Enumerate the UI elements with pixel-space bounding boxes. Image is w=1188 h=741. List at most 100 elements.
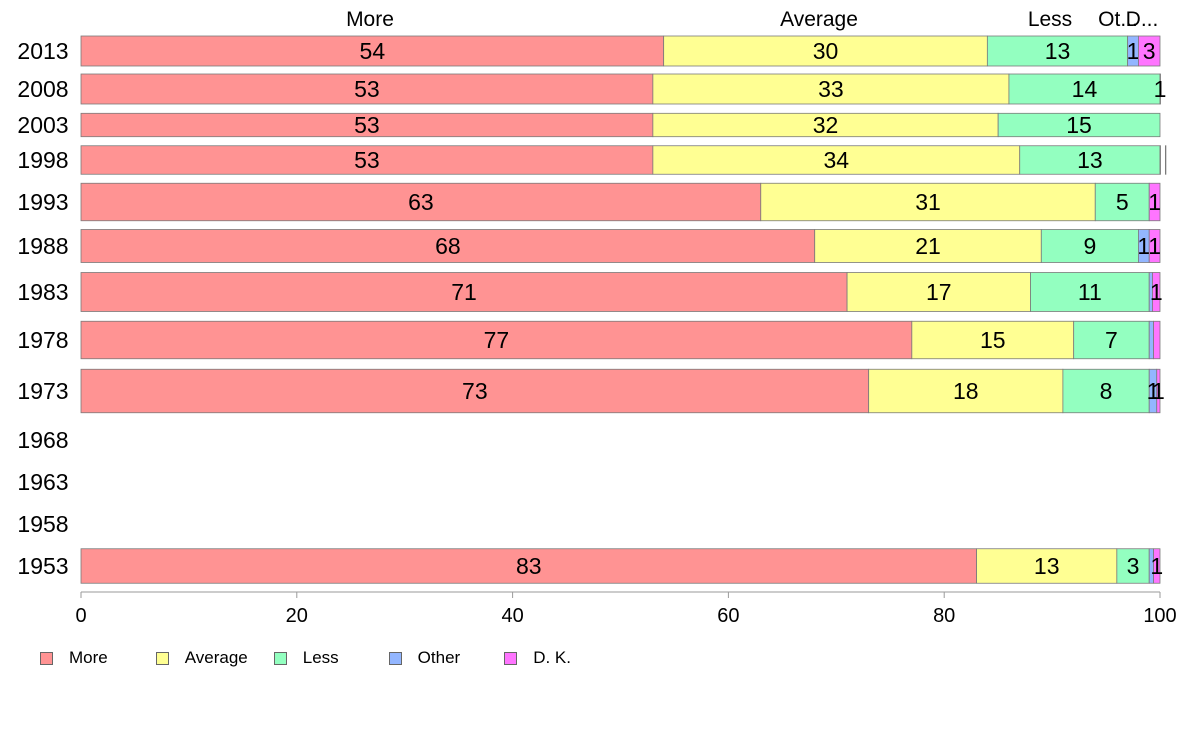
data-label: 3 <box>1143 38 1156 64</box>
data-label: 3 <box>1127 553 1140 579</box>
data-label: 54 <box>360 38 386 64</box>
data-label: 7 <box>1105 327 1118 353</box>
category-label: 1988 <box>17 233 68 259</box>
bar-segment <box>80 182 762 222</box>
category-label: 1963 <box>17 469 68 495</box>
category-label: 2003 <box>17 112 68 138</box>
legend-swatch <box>504 651 518 665</box>
legend-label: D. K. <box>533 648 571 667</box>
data-label: 1 <box>1147 378 1160 404</box>
x-tick-label: 80 <box>933 605 955 627</box>
category-label: 1973 <box>17 378 68 404</box>
data-label: 1 <box>1148 189 1161 215</box>
bar-segment <box>1019 145 1161 175</box>
top-series-label: More <box>346 8 394 31</box>
x-tick-label: 40 <box>501 605 523 627</box>
data-label: 30 <box>813 38 839 64</box>
data-label: 1 <box>1154 76 1167 102</box>
bar-segment <box>1138 35 1161 67</box>
bar-segment <box>1159 73 1161 105</box>
bar-segment <box>1148 320 1154 360</box>
bar-segment <box>1062 368 1150 414</box>
bar-segment <box>911 320 1075 360</box>
bar-segment <box>997 112 1161 138</box>
data-label: 53 <box>354 147 380 173</box>
legend-swatch <box>40 651 53 665</box>
bar-segment <box>814 229 1042 263</box>
bar-segment <box>1159 145 1161 175</box>
bar-segment <box>1152 272 1161 312</box>
data-label: 68 <box>435 233 461 259</box>
data-label: 32 <box>813 112 839 138</box>
data-label: 21 <box>915 233 941 259</box>
data-label: 18 <box>953 378 979 404</box>
bar-segment <box>663 35 988 67</box>
top-series-label: D... <box>1126 8 1159 31</box>
bar-segment <box>1153 320 1161 360</box>
data-label: 1 <box>1150 553 1163 579</box>
legend-swatch <box>273 651 287 665</box>
bar-segment <box>80 320 913 360</box>
category-label: 1983 <box>17 279 68 305</box>
bar-segment <box>80 548 977 584</box>
legend-swatch <box>155 651 169 665</box>
data-label: 1 <box>1152 378 1165 404</box>
legend-item: Average <box>155 648 248 668</box>
bar-segment <box>80 272 848 312</box>
data-label: 1 <box>1127 38 1140 64</box>
top-series-label: Ot... <box>1098 8 1138 31</box>
legend-label: Other <box>417 648 461 667</box>
data-label: 1 <box>1137 233 1150 259</box>
legend: More Average Less Other D. K. <box>40 648 571 668</box>
data-label: 34 <box>824 147 850 173</box>
legend-item: D. K. <box>504 648 571 668</box>
legend-item: Less <box>273 648 339 668</box>
data-label: 11 <box>1078 279 1102 305</box>
x-tick-label: 20 <box>286 605 308 627</box>
data-label: 5 <box>1116 189 1129 215</box>
bar-segment <box>1040 229 1139 263</box>
data-label: 53 <box>354 112 380 138</box>
legend-item: Other <box>388 648 461 668</box>
bar-segment <box>1164 145 1167 175</box>
bar-segment <box>1116 548 1150 584</box>
legend-item: More <box>40 648 108 668</box>
data-label: 13 <box>1045 38 1071 64</box>
data-label: 14 <box>1072 76 1098 102</box>
bar-segment <box>1148 229 1161 263</box>
bar-segment <box>80 145 654 175</box>
top-series-label: Less <box>1028 8 1072 31</box>
data-label: 9 <box>1083 233 1096 259</box>
bar-segment <box>1030 272 1150 312</box>
bar-segment <box>846 272 1031 312</box>
data-label: 83 <box>516 553 542 579</box>
top-series-label: Average <box>780 8 858 31</box>
bar-segment <box>80 368 870 414</box>
category-label: 1978 <box>17 327 68 353</box>
category-label: 1958 <box>17 511 68 537</box>
bar-segment <box>652 73 1010 105</box>
category-label: 2008 <box>17 76 68 102</box>
bar-segment <box>760 182 1096 222</box>
data-label: 1 <box>1150 279 1163 305</box>
category-label: 1993 <box>17 189 68 215</box>
x-tick-label: 0 <box>75 605 86 627</box>
data-label: 1 <box>1148 233 1161 259</box>
legend-label: Less <box>302 648 339 667</box>
legend-swatch <box>388 651 402 665</box>
data-label: 77 <box>484 327 510 353</box>
category-label: 1968 <box>17 427 68 453</box>
legend-label: Average <box>184 648 248 667</box>
data-label: 73 <box>462 378 488 404</box>
bar-segment <box>1008 73 1161 105</box>
bar-segment <box>1073 320 1150 360</box>
bar-segment <box>1148 182 1161 222</box>
data-label: 17 <box>926 279 952 305</box>
category-label: 1998 <box>17 147 68 173</box>
data-label: 33 <box>818 76 844 102</box>
x-tick-label: 100 <box>1143 605 1176 627</box>
data-label: 13 <box>1034 553 1060 579</box>
data-label: 53 <box>354 76 380 102</box>
